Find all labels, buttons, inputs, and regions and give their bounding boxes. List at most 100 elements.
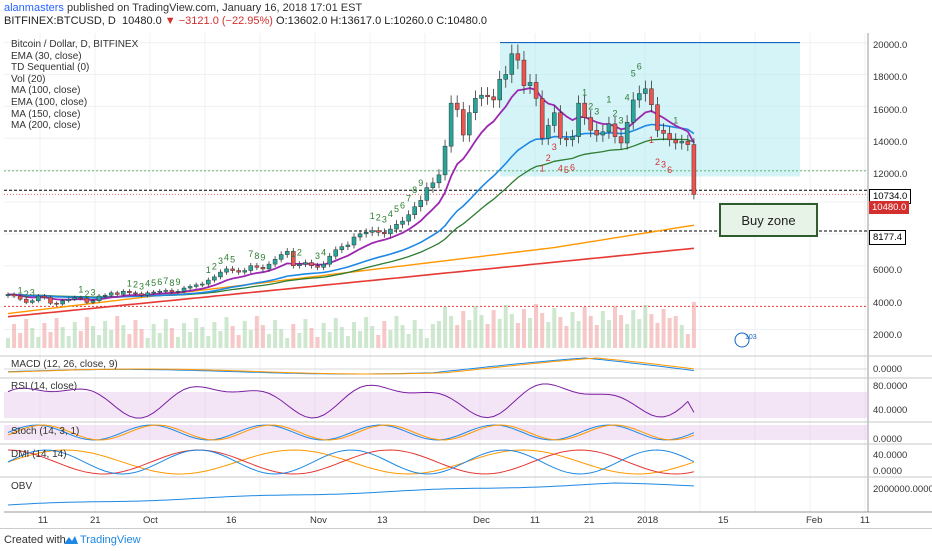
legend-volume[interactable]: Vol (20)	[11, 73, 46, 85]
candle-body	[606, 123, 612, 133]
td-count-label: 1	[127, 279, 132, 289]
volume-bar	[619, 315, 624, 348]
stoch-band	[4, 425, 868, 440]
volume-bar	[370, 326, 375, 348]
volume-bar	[376, 335, 381, 348]
candle-body	[473, 98, 478, 113]
volume-bar	[443, 307, 448, 348]
candle-body	[187, 286, 193, 289]
candle-body	[72, 297, 78, 300]
legend-ma200[interactable]: MA (200, close)	[11, 120, 81, 132]
volume-bar	[600, 311, 605, 348]
candle-body	[503, 74, 508, 80]
candle-body	[272, 259, 278, 265]
obv-label[interactable]: OBV	[11, 481, 33, 492]
footer: Created with TradingView	[0, 528, 932, 551]
y-tick-label: 4000.0	[873, 298, 903, 309]
dmi-adx-line	[7, 449, 695, 475]
candle-body	[102, 294, 108, 297]
tradingview-brand[interactable]: TradingView	[80, 534, 141, 546]
macd-label[interactable]: MACD (12, 26, close, 9)	[11, 359, 118, 370]
volume-bar	[333, 318, 338, 348]
candle-body	[588, 117, 593, 131]
volume-bar	[103, 321, 108, 348]
author-link[interactable]: alanmasters	[4, 2, 64, 14]
volume-bar	[661, 309, 666, 348]
volume-bar	[515, 323, 520, 348]
td-count-label: 1	[606, 94, 611, 104]
td-count-label: 4	[321, 247, 326, 257]
volume-bar	[194, 318, 199, 348]
candle-body	[582, 102, 587, 118]
td-count-label: 4	[224, 253, 229, 263]
candle-body	[643, 88, 648, 94]
dmi-label[interactable]: DMI (14, 14)	[11, 449, 67, 460]
candle-body	[278, 254, 284, 260]
rsi-label[interactable]: RSI (14, close)	[11, 381, 78, 392]
candle-body	[127, 290, 132, 294]
volume-bar	[418, 329, 423, 348]
candle-body	[139, 293, 144, 296]
volume-bar	[625, 324, 630, 348]
candle-body	[181, 287, 187, 292]
legend-ema100[interactable]: EMA (100, close)	[11, 96, 88, 108]
price-tag-support: 8177.4	[869, 230, 907, 245]
volume-bar	[588, 316, 593, 348]
ma200-line	[7, 247, 694, 318]
volume-bar	[109, 330, 114, 348]
candle-body	[108, 292, 114, 296]
symbol-line: BITFINEX:BTCUSD, D 10480.0 ▼ −3121.0 (−2…	[4, 15, 487, 27]
stoch-k-line	[7, 424, 695, 441]
candle-body	[564, 137, 569, 141]
x-tick-label: 2018	[637, 515, 659, 526]
volume-bar	[279, 329, 284, 348]
last-price: 10480.0	[121, 15, 162, 27]
dmi-plus-line	[7, 449, 695, 475]
legend-ma100[interactable]: MA (100, close)	[11, 85, 81, 97]
legend-ema30[interactable]: EMA (30, close)	[11, 50, 82, 62]
volume-bar	[175, 337, 180, 348]
td-count-label: 8	[412, 185, 417, 195]
volume-bar	[388, 330, 393, 348]
candle-body	[266, 263, 272, 270]
volume-bar	[394, 316, 399, 348]
legend-td-sequential[interactable]: TD Sequential (0)	[11, 62, 90, 74]
candle-body	[485, 94, 490, 98]
rsi-band	[4, 392, 868, 418]
volume-bar	[424, 338, 429, 348]
volume-bar	[467, 320, 472, 348]
td-count-label: 2	[84, 289, 89, 299]
volume-bar	[42, 323, 47, 348]
candle-body	[254, 265, 260, 268]
volume-bar	[224, 317, 229, 348]
td-count-label: 8	[169, 278, 174, 288]
volume-bar	[382, 321, 387, 348]
buy-zone-box[interactable]: Buy zone	[719, 203, 818, 237]
td-count-label: 9	[418, 178, 423, 188]
legend-ma150[interactable]: MA (150, close)	[11, 108, 81, 120]
volume-bar	[188, 332, 193, 348]
volume-bar	[473, 306, 478, 348]
td-count-label: 1	[206, 265, 211, 275]
candle-body	[36, 295, 41, 302]
candle-body	[509, 53, 515, 75]
volume-bar	[339, 327, 344, 348]
td-count-label: 9	[175, 277, 180, 287]
volume-bar	[248, 330, 253, 348]
volume-bar	[18, 333, 23, 348]
volume-bar	[218, 331, 223, 348]
volume-bar	[48, 332, 53, 348]
candle-body	[5, 294, 11, 297]
stoch-label[interactable]: Stoch (14, 3, 1)	[11, 426, 80, 437]
candle-body	[436, 174, 442, 184]
volume-bar	[78, 331, 83, 348]
td-count-label: 4	[558, 164, 563, 174]
td-count-label: 1	[78, 285, 83, 295]
volume-bar	[534, 304, 539, 348]
volume-bar	[291, 324, 296, 348]
td-count-label: 5	[394, 204, 399, 214]
candle-body	[260, 267, 266, 270]
td-count-label: 4	[145, 279, 150, 289]
candle-body	[515, 53, 521, 61]
